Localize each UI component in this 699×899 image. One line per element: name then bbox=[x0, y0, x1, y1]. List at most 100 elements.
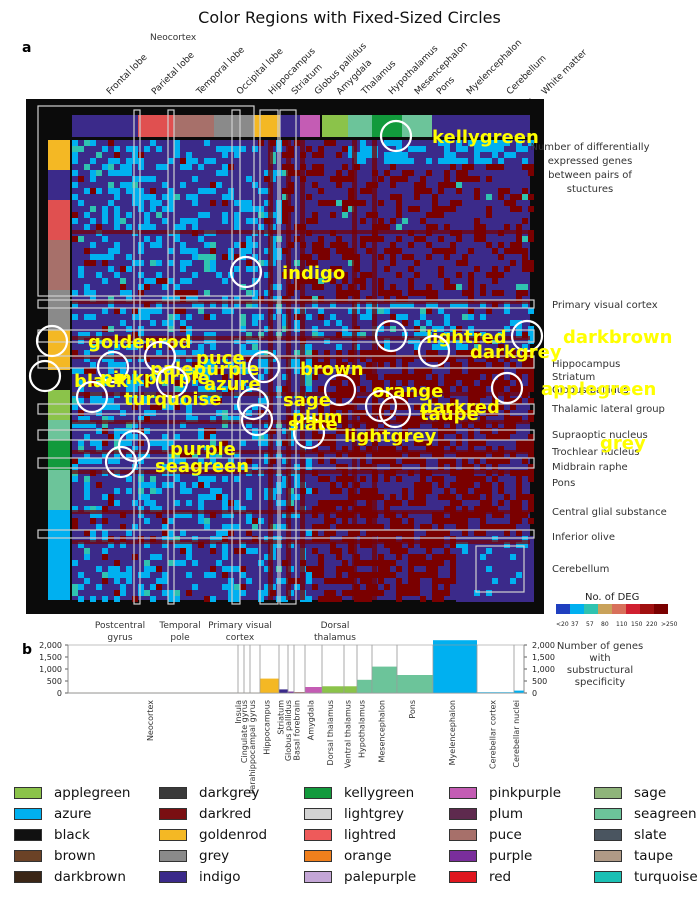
heatmap-cell bbox=[438, 308, 444, 314]
heatmap-cell bbox=[276, 422, 282, 428]
heatmap-cell bbox=[186, 404, 192, 410]
legend-label: lightgrey bbox=[344, 806, 405, 822]
heatmap-cell bbox=[102, 374, 108, 380]
heatmap-cell bbox=[336, 380, 342, 386]
heatmap-cell bbox=[138, 272, 144, 278]
heatmap-cell bbox=[456, 338, 462, 344]
heatmap-cell bbox=[528, 560, 534, 566]
heatmap-cell bbox=[210, 254, 216, 260]
heatmap-cell bbox=[318, 308, 324, 314]
heatmap-cell bbox=[396, 290, 402, 296]
heatmap-cell bbox=[108, 494, 114, 500]
legend-swatch bbox=[159, 850, 187, 862]
heatmap-cell bbox=[468, 554, 474, 560]
heatmap-cell bbox=[126, 398, 132, 404]
heatmap-cell bbox=[108, 188, 114, 194]
heatmap-cell bbox=[462, 290, 468, 296]
heatmap-cell bbox=[384, 350, 390, 356]
heatmap-cell bbox=[84, 488, 90, 494]
heatmap-cell bbox=[252, 206, 258, 212]
heatmap-cell bbox=[468, 146, 474, 152]
heatmap-cell bbox=[492, 524, 498, 530]
heatmap-cell bbox=[102, 578, 108, 584]
heatmap-cell bbox=[168, 248, 174, 254]
heatmap-cell bbox=[420, 476, 426, 482]
panel-b-bar-frame bbox=[513, 644, 525, 694]
heatmap-cell bbox=[210, 596, 216, 602]
heatmap-cell bbox=[408, 584, 414, 590]
heatmap-cell bbox=[240, 566, 246, 572]
heatmap-cell bbox=[438, 428, 444, 434]
heatmap-cell bbox=[402, 590, 408, 596]
heatmap-cell bbox=[516, 506, 522, 512]
heatmap-cell bbox=[336, 476, 342, 482]
heatmap-cell bbox=[258, 410, 264, 416]
heatmap-cell bbox=[360, 434, 366, 440]
heatmap-cell bbox=[246, 488, 252, 494]
heatmap-cell bbox=[474, 338, 480, 344]
heatmap-cell bbox=[516, 518, 522, 524]
heatmap-cell bbox=[192, 296, 198, 302]
structure-strip-top bbox=[432, 115, 530, 137]
heatmap-cell bbox=[252, 302, 258, 308]
heatmap-cell bbox=[282, 578, 288, 584]
heatmap-cell bbox=[366, 422, 372, 428]
heatmap-cell bbox=[366, 146, 372, 152]
heatmap-cell bbox=[378, 572, 384, 578]
panel-b-label: b bbox=[22, 642, 32, 658]
heatmap-cell bbox=[522, 236, 528, 242]
right-note-line: expressed genes bbox=[548, 156, 633, 167]
heatmap-cell bbox=[438, 152, 444, 158]
heatmap-cell bbox=[510, 242, 516, 248]
heatmap-cell bbox=[414, 584, 420, 590]
heatmap-cell bbox=[210, 428, 216, 434]
heatmap-cell bbox=[114, 152, 120, 158]
heatmap-cell bbox=[246, 176, 252, 182]
structure-strip-top bbox=[372, 115, 402, 137]
heatmap-cell bbox=[120, 284, 126, 290]
heatmap-cell bbox=[246, 260, 252, 266]
heatmap-cell bbox=[384, 542, 390, 548]
heatmap-cell bbox=[342, 332, 348, 338]
heatmap-cell bbox=[504, 152, 510, 158]
heatmap-cell bbox=[474, 452, 480, 458]
heatmap-cell bbox=[132, 182, 138, 188]
heatmap-cell bbox=[186, 410, 192, 416]
heatmap-cell bbox=[498, 428, 504, 434]
heatmap-cell bbox=[522, 368, 528, 374]
heatmap-cell bbox=[498, 158, 504, 164]
heatmap-cell bbox=[312, 302, 318, 308]
heatmap-cell bbox=[78, 416, 84, 422]
heatmap-cell bbox=[516, 554, 522, 560]
heatmap-cell bbox=[318, 596, 324, 602]
heatmap-cell bbox=[240, 320, 246, 326]
heatmap-cell bbox=[348, 374, 354, 380]
heatmap-cell bbox=[426, 284, 432, 290]
heatmap-cell bbox=[516, 572, 522, 578]
heatmap-cell bbox=[390, 302, 396, 308]
heatmap-cell bbox=[138, 512, 144, 518]
heatmap-cell bbox=[78, 146, 84, 152]
heatmap-cell bbox=[312, 488, 318, 494]
panel-b-category-label: Ventral thalamus bbox=[344, 700, 353, 768]
heatmap-cell bbox=[438, 140, 444, 146]
heatmap-cell bbox=[486, 176, 492, 182]
heatmap-cell bbox=[522, 362, 528, 368]
heatmap-cell bbox=[222, 194, 228, 200]
heatmap-cell bbox=[138, 260, 144, 266]
heatmap-cell bbox=[480, 524, 486, 530]
panel-b-bar bbox=[357, 679, 372, 693]
heatmap-cell bbox=[252, 146, 258, 152]
heatmap-cell bbox=[450, 578, 456, 584]
heatmap-cell bbox=[264, 326, 270, 332]
heatmap-cell bbox=[486, 578, 492, 584]
heatmap-cell bbox=[456, 362, 462, 368]
heatmap-cell bbox=[438, 272, 444, 278]
heatmap-cell bbox=[138, 590, 144, 596]
heatmap-cell bbox=[390, 530, 396, 536]
heatmap-cell bbox=[426, 548, 432, 554]
heatmap-cell bbox=[468, 440, 474, 446]
heatmap-cell bbox=[486, 566, 492, 572]
heatmap-cell bbox=[282, 272, 288, 278]
heatmap-cell bbox=[384, 560, 390, 566]
